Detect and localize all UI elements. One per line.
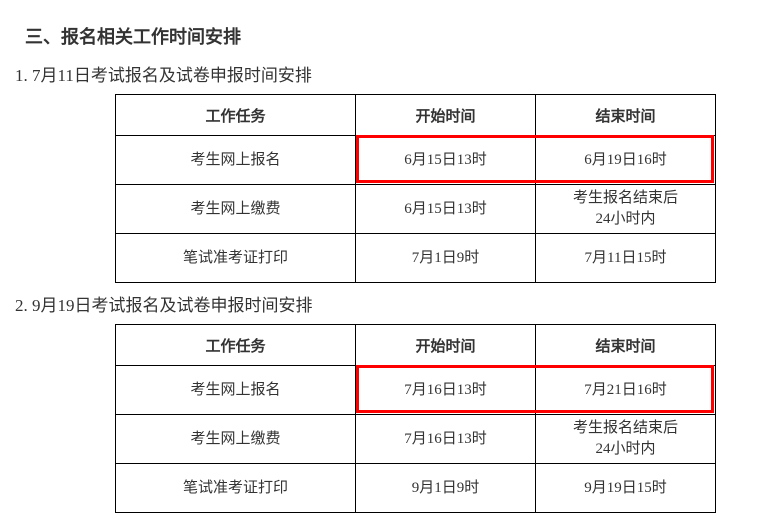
cell-end: 7月11日15时 bbox=[536, 234, 716, 283]
table-row: 考生网上缴费 6月15日13时 考生报名结束后24小时内 bbox=[116, 185, 716, 234]
col-header-end: 结束时间 bbox=[536, 95, 716, 136]
cell-task: 笔试准考证打印 bbox=[116, 234, 356, 283]
schedule-2-table-wrap: 工作任务 开始时间 结束时间 考生网上报名 7月16日13时 7月21日16时 … bbox=[115, 324, 760, 513]
cell-task: 考生网上报名 bbox=[116, 136, 356, 185]
section-title: 三、报名相关工作时间安排 bbox=[25, 23, 760, 49]
schedule-2-table: 工作任务 开始时间 结束时间 考生网上报名 7月16日13时 7月21日16时 … bbox=[115, 324, 716, 513]
cell-start: 6月15日13时 bbox=[356, 185, 536, 234]
cell-end: 9月19日15时 bbox=[536, 464, 716, 513]
cell-task: 考生网上缴费 bbox=[116, 185, 356, 234]
cell-start: 6月15日13时 bbox=[356, 136, 536, 185]
cell-task: 笔试准考证打印 bbox=[116, 464, 356, 513]
cell-task: 考生网上缴费 bbox=[116, 415, 356, 464]
schedule-2-title: 2. 9月19日考试报名及试卷申报时间安排 bbox=[15, 291, 760, 316]
schedule-1-table: 工作任务 开始时间 结束时间 考生网上报名 6月15日13时 6月19日16时 … bbox=[115, 94, 716, 283]
col-header-end: 结束时间 bbox=[536, 325, 716, 366]
col-header-task: 工作任务 bbox=[116, 95, 356, 136]
col-header-start: 开始时间 bbox=[356, 95, 536, 136]
cell-start: 7月16日13时 bbox=[356, 415, 536, 464]
schedule-1-title: 1. 7月11日考试报名及试卷申报时间安排 bbox=[15, 61, 760, 86]
cell-start: 7月1日9时 bbox=[356, 234, 536, 283]
table-row: 考生网上报名 7月16日13时 7月21日16时 bbox=[116, 366, 716, 415]
col-header-task: 工作任务 bbox=[116, 325, 356, 366]
table-header-row: 工作任务 开始时间 结束时间 bbox=[116, 325, 716, 366]
cell-start: 7月16日13时 bbox=[356, 366, 536, 415]
table-row: 笔试准考证打印 7月1日9时 7月11日15时 bbox=[116, 234, 716, 283]
cell-end: 考生报名结束后24小时内 bbox=[536, 415, 716, 464]
table-header-row: 工作任务 开始时间 结束时间 bbox=[116, 95, 716, 136]
cell-end: 6月19日16时 bbox=[536, 136, 716, 185]
col-header-start: 开始时间 bbox=[356, 325, 536, 366]
cell-end: 考生报名结束后24小时内 bbox=[536, 185, 716, 234]
table-row: 笔试准考证打印 9月1日9时 9月19日15时 bbox=[116, 464, 716, 513]
schedule-1-table-wrap: 工作任务 开始时间 结束时间 考生网上报名 6月15日13时 6月19日16时 … bbox=[115, 94, 760, 283]
cell-end: 7月21日16时 bbox=[536, 366, 716, 415]
cell-start: 9月1日9时 bbox=[356, 464, 536, 513]
table-row: 考生网上报名 6月15日13时 6月19日16时 bbox=[116, 136, 716, 185]
cell-task: 考生网上报名 bbox=[116, 366, 356, 415]
table-row: 考生网上缴费 7月16日13时 考生报名结束后24小时内 bbox=[116, 415, 716, 464]
